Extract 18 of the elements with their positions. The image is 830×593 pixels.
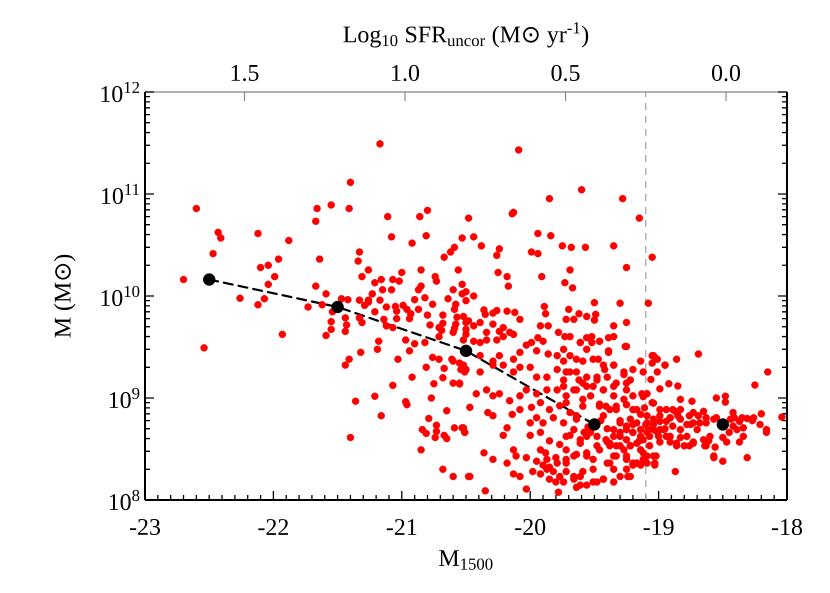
x2-tick-label: 1.0 (392, 64, 420, 82)
y-tick-label: 10$^{10}$ (101, 286, 140, 306)
x-tick-label: -23 (130, 518, 160, 536)
y-tick-label: 10$^{11}$ (102, 184, 139, 204)
x-tick-label: -19 (644, 518, 674, 536)
x-tick-label: -22 (258, 519, 288, 535)
x2-tick-label: 0.0 (712, 64, 740, 82)
y-tick-label: 10$^{12}$ (101, 82, 140, 102)
y-axis-title: M (M⊙) (54, 254, 76, 338)
y-tick-label: 10$^{8}$ (110, 490, 140, 510)
x-tick-label: -18 (772, 518, 802, 536)
y-tick-label: 10$^{9}$ (110, 388, 140, 408)
x2-axis-title: Log$_{10}$ SFR$_{uncor}$ (M⊙ yr$^{-1}$) (343, 22, 588, 48)
x2-tick-label: 0.5 (551, 64, 580, 82)
x-axis-title: M$_{1500}$ (439, 550, 492, 570)
x-tick-label: -20 (515, 518, 546, 536)
x-tick-label: -21 (386, 519, 416, 535)
x2-tick-label: 1.5 (232, 64, 259, 82)
